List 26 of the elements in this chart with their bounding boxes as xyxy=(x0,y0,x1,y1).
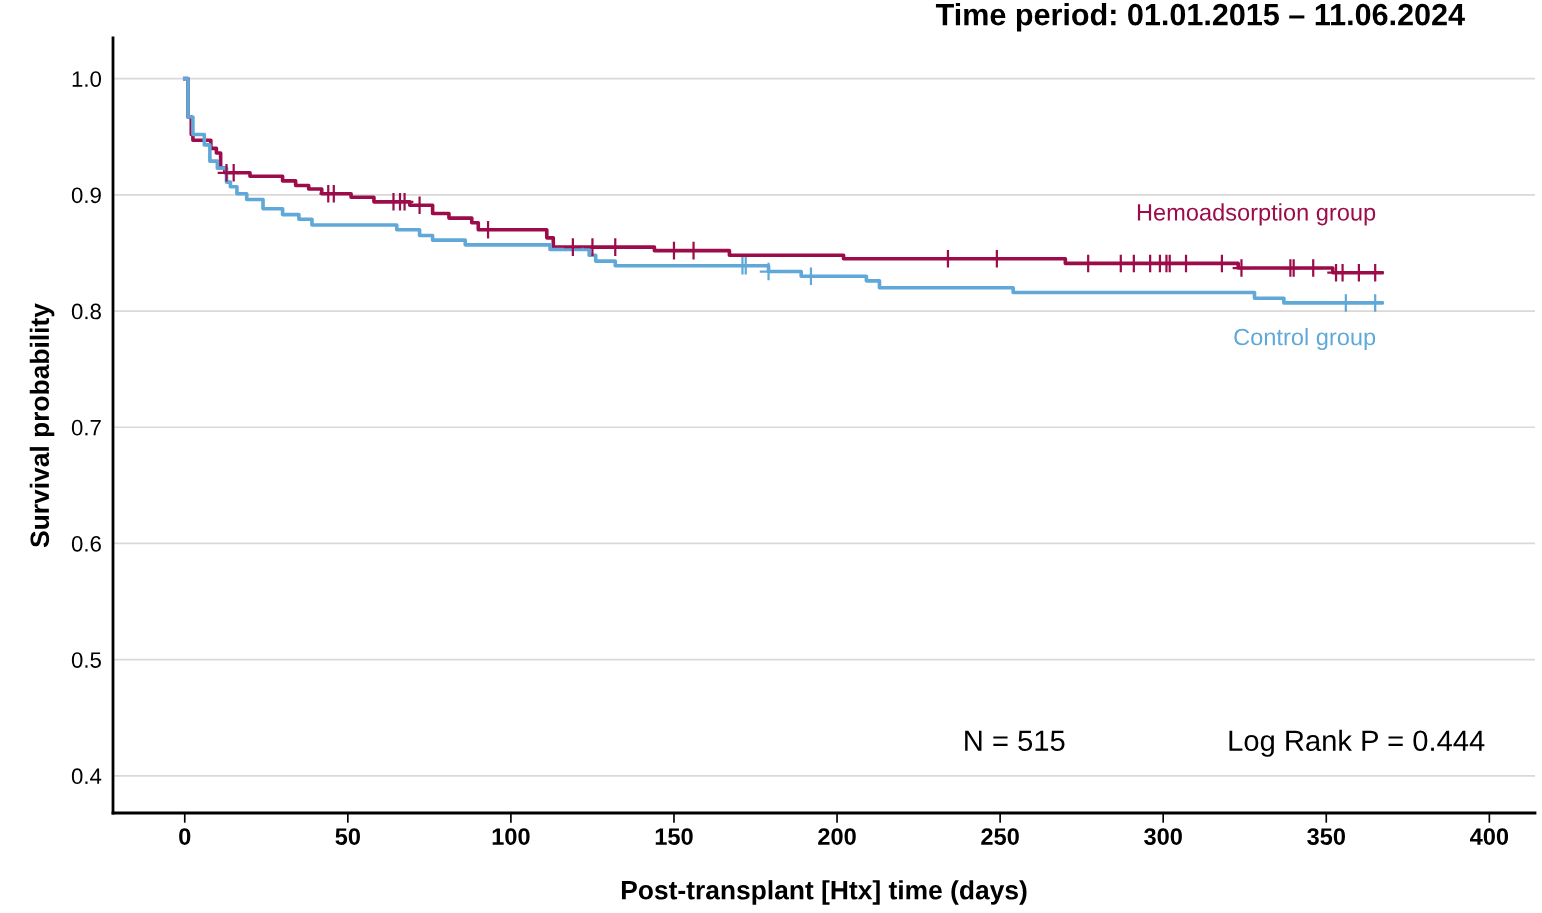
series-label: Hemoadsorption group xyxy=(1137,203,1376,226)
point xyxy=(1231,258,1252,278)
y-tick-label: 0.6 xyxy=(71,535,101,552)
annotation: N = 515 xyxy=(965,730,1065,752)
annotation: Log Rank P = 0.444 xyxy=(1229,729,1485,757)
x-tick-label: 300 xyxy=(1144,828,1182,845)
y-tick-label: 0.7 xyxy=(71,419,101,436)
x-tick-label: 150 xyxy=(655,828,693,845)
chart-title: Time period: 01.01.2015 – 11.06.2024 xyxy=(935,3,1465,32)
point xyxy=(562,237,583,258)
y-tick-label: 0.4 xyxy=(71,768,102,785)
series-label: Control group xyxy=(1234,328,1376,351)
x-tick-label: 350 xyxy=(1307,828,1345,845)
y-tick-label: 0.9 xyxy=(71,187,101,204)
x-tick-label: 0 xyxy=(179,828,191,845)
x-tick-label: 100 xyxy=(492,828,530,845)
y-tick-label: 0.8 xyxy=(71,303,101,320)
x-tick-label: 200 xyxy=(818,828,856,845)
y-tick-label: 0.5 xyxy=(71,652,101,668)
y-tick-label: 1.0 xyxy=(72,71,102,87)
x-axis-title: Post-transplant [Htx] time (days) xyxy=(621,880,1027,905)
y-axis-title: Survival probability xyxy=(29,303,55,548)
point xyxy=(1303,258,1324,278)
x-tick-label: 250 xyxy=(981,828,1019,845)
x-tick-label: 400 xyxy=(1470,828,1509,845)
x-tick-label: 50 xyxy=(335,828,360,845)
